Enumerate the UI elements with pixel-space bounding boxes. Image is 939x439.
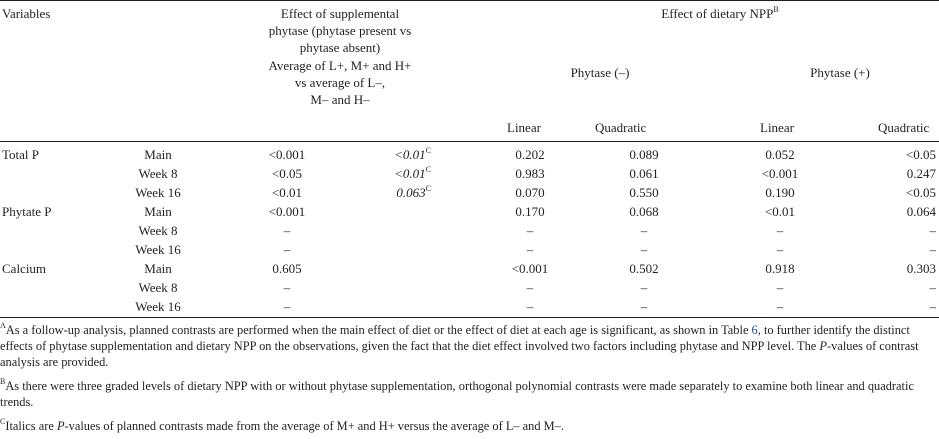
- cell-quadratic-minus: 0.089: [629, 147, 659, 162]
- cell-linear-plus: –: [776, 223, 784, 238]
- cell-linear-minus: <0.001: [511, 261, 549, 276]
- table-bottom-rule: [0, 317, 939, 318]
- cell-linear-plus: 0.918: [765, 261, 795, 276]
- cell-supplemental: –: [283, 242, 291, 257]
- table-6-link[interactable]: 6: [751, 323, 758, 337]
- cell-italic-contrast: <0.01C: [394, 164, 431, 181]
- cell-supplemental: <0.001: [268, 147, 306, 162]
- footnote-b-mark: B: [0, 376, 6, 386]
- cell-linear-minus: –: [526, 242, 534, 257]
- cell-quadratic-plus: –: [929, 299, 937, 314]
- footnote-a: AAs a follow-up analysis, planned contra…: [0, 320, 919, 369]
- cell-quadratic-plus: <0.05: [905, 147, 936, 162]
- cell-linear-plus: <0.01: [764, 204, 796, 219]
- header-phytase-minus: Phytase (–): [570, 65, 630, 80]
- header-phytase-plus: Phytase (+): [810, 65, 870, 80]
- cell-time: Week 16: [135, 299, 181, 314]
- cell-quadratic-minus: –: [640, 223, 648, 238]
- cell-variable: Total P: [2, 147, 40, 162]
- cell-supplemental: –: [283, 299, 291, 314]
- header-supplemental-line2: phytase (phytase present vs: [268, 23, 412, 38]
- cell-linear-plus: 0.052: [765, 147, 795, 162]
- header-average-line1: Average of L+, M+ and H+: [268, 58, 412, 73]
- cell-quadratic-plus: –: [929, 223, 937, 238]
- cell-supplemental: –: [283, 280, 291, 295]
- cell-quadratic-minus: 0.502: [629, 261, 659, 276]
- footnote-b: BAs there were three graded levels of di…: [0, 376, 914, 409]
- header-quadratic-plus: Quadratic: [878, 120, 930, 135]
- cell-quadratic-minus: –: [640, 280, 648, 295]
- cell-supplemental: 0.605: [272, 261, 302, 276]
- footnote-c-mark: C: [425, 145, 431, 155]
- header-variables: Variables: [2, 6, 51, 21]
- cell-italic-contrast: 0.063C: [396, 183, 431, 200]
- header-average-line2: vs average of L–,: [294, 75, 386, 90]
- cell-time: Main: [144, 147, 172, 162]
- cell-time: Week 8: [138, 280, 178, 295]
- cell-linear-minus: 0.070: [515, 185, 545, 200]
- cell-quadratic-minus: 0.061: [629, 166, 659, 181]
- cell-supplemental: <0.01: [271, 185, 303, 200]
- header-average-line3: M– and H–: [310, 92, 370, 107]
- header-quadratic-minus: Quadratic: [595, 120, 647, 135]
- table-top-rule: [0, 0, 939, 1]
- cell-time: Week 16: [135, 185, 181, 200]
- cell-italic-contrast: <0.01C: [394, 145, 431, 162]
- cell-variable: Calcium: [2, 261, 47, 276]
- cell-linear-minus: –: [526, 280, 534, 295]
- table-header-rule: [0, 141, 939, 142]
- cell-time: Main: [144, 204, 172, 219]
- cell-linear-plus: –: [776, 242, 784, 257]
- cell-quadratic-minus: 0.068: [629, 204, 659, 219]
- cell-variable: Phytate P: [2, 204, 52, 219]
- footnote-c-mark: C: [0, 416, 6, 426]
- cell-quadratic-plus: 0.064: [906, 204, 936, 219]
- cell-linear-plus: <0.001: [761, 166, 799, 181]
- cell-quadratic-plus: 0.303: [906, 261, 936, 276]
- cell-supplemental: –: [283, 223, 291, 238]
- cell-linear-plus: –: [776, 299, 784, 314]
- header-linear-plus: Linear: [760, 120, 794, 135]
- footnote-c: CItalics are P-values of planned contras…: [0, 416, 564, 433]
- header-npp-footnote-mark: B: [773, 4, 779, 14]
- footnote-c-mark: C: [425, 183, 431, 193]
- cell-quadratic-minus: 0.550: [629, 185, 659, 200]
- header-linear-minus: Linear: [507, 120, 541, 135]
- footnote-c-mark: C: [425, 164, 431, 174]
- cell-linear-plus: –: [776, 280, 784, 295]
- cell-quadratic-plus: –: [929, 242, 937, 257]
- cell-linear-minus: 0.983: [515, 166, 545, 181]
- header-supplemental-line3: phytase absent): [299, 40, 381, 55]
- header-dietary-npp: Effect of dietary NPPB: [661, 4, 779, 21]
- cell-quadratic-minus: –: [640, 242, 648, 257]
- cell-time: Main: [144, 261, 172, 276]
- header-supplemental-line1: Effect of supplemental: [280, 6, 400, 21]
- cell-quadratic-plus: –: [929, 280, 937, 295]
- cell-time: Week 8: [138, 223, 178, 238]
- cell-supplemental: <0.05: [271, 166, 303, 181]
- cell-linear-minus: –: [526, 223, 534, 238]
- cell-quadratic-plus: <0.05: [905, 185, 936, 200]
- cell-quadratic-plus: 0.247: [906, 166, 936, 181]
- cell-linear-minus: 0.170: [515, 204, 545, 219]
- footnote-a-mark: A: [0, 320, 6, 330]
- cell-supplemental: <0.001: [268, 204, 306, 219]
- cell-linear-minus: 0.202: [515, 147, 545, 162]
- cell-time: Week 8: [138, 166, 178, 181]
- cell-quadratic-minus: –: [640, 299, 648, 314]
- cell-linear-minus: –: [526, 299, 534, 314]
- cell-time: Week 16: [135, 242, 181, 257]
- cell-linear-plus: 0.190: [765, 185, 795, 200]
